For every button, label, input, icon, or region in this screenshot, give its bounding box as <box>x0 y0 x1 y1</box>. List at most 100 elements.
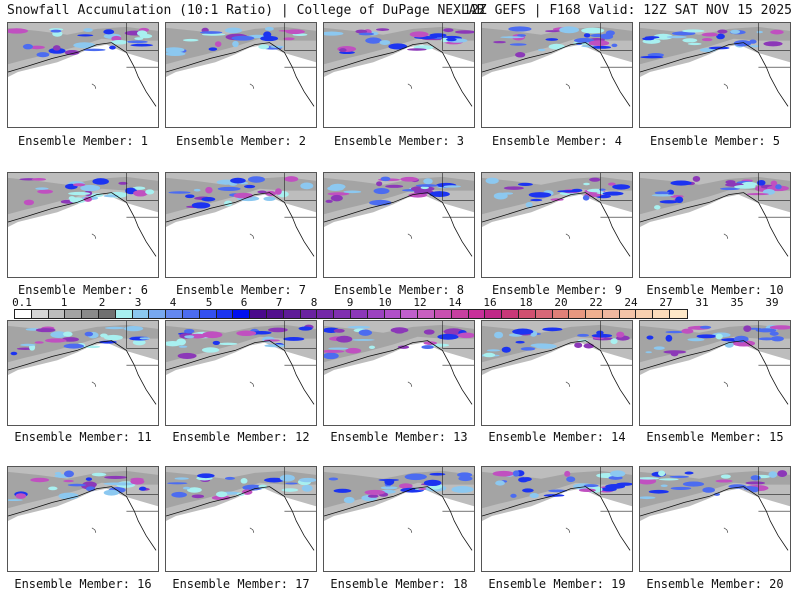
colorbar-segment <box>586 310 603 318</box>
colorbar-segment <box>48 310 66 318</box>
colorbar-tick-label: 14 <box>448 296 462 309</box>
ensemble-member-label: Ensemble Member: 20 <box>646 577 784 591</box>
ensemble-member-label: Ensemble Member: 16 <box>14 577 152 591</box>
colorbar-segment <box>216 310 234 318</box>
ensemble-map-2 <box>165 22 317 128</box>
colorbar-segment <box>15 310 32 318</box>
colorbar-segment <box>250 310 267 318</box>
ensemble-member-label: Ensemble Member: 15 <box>646 430 784 444</box>
colorbar-tick-label: 1 <box>60 296 68 309</box>
colorbar-segment <box>384 310 402 318</box>
ensemble-map-3 <box>323 22 475 128</box>
ensemble-map-13 <box>323 320 475 426</box>
colorbar-segment <box>132 310 150 318</box>
colorbar-segment <box>65 310 83 318</box>
colorbar-segment <box>670 310 687 318</box>
colorbar-tick-label: 5 <box>205 296 213 309</box>
ensemble-member-label: Ensemble Member: 13 <box>330 430 468 444</box>
ensemble-map-8 <box>323 172 475 278</box>
ensemble-map-11 <box>7 320 159 426</box>
ensemble-member-label: Ensemble Member: 1 <box>17 134 149 148</box>
ensemble-member-label: Ensemble Member: 6 <box>17 283 149 297</box>
colorbar-segment <box>552 310 570 318</box>
colorbar-tick-label: 6 <box>240 296 248 309</box>
colorbar-tick-label: 2 <box>98 296 106 309</box>
colorbar-tick-label: 31 <box>695 296 709 309</box>
colorbar-segment <box>367 310 385 318</box>
colorbar-segment <box>418 310 435 318</box>
colorbar-segment <box>636 310 654 318</box>
colorbar-segment <box>535 310 553 318</box>
ensemble-member-label: Ensemble Member: 3 <box>333 134 465 148</box>
ensemble-map-17 <box>165 466 317 572</box>
ensemble-map-7 <box>165 172 317 278</box>
colorbar-tick-label: 3 <box>134 296 142 309</box>
colorbar-tick-label: 20 <box>554 296 568 309</box>
ensemble-map-6 <box>7 172 159 278</box>
colorbar-segment <box>233 310 251 318</box>
colorbar-tick-label: 0.1 <box>12 296 32 309</box>
ensemble-member-label: Ensemble Member: 2 <box>175 134 307 148</box>
ensemble-member-label: Ensemble Member: 19 <box>488 577 626 591</box>
colorbar-segment <box>401 310 419 318</box>
colorbar-segment <box>283 310 301 318</box>
ensemble-map-16 <box>7 466 159 572</box>
ensemble-map-4 <box>481 22 633 128</box>
colorbar-segment <box>485 310 503 318</box>
colorbar-tick-label: 7 <box>275 296 283 309</box>
ensemble-map-5 <box>639 22 791 128</box>
colorbar-segment <box>115 310 133 318</box>
colorbar-segment <box>182 310 200 318</box>
ensemble-member-label: Ensemble Member: 9 <box>491 283 623 297</box>
ensemble-map-19 <box>481 466 633 572</box>
colorbar-segment <box>569 310 587 318</box>
colorbar-segment <box>166 310 183 318</box>
ensemble-member-label: Ensemble Member: 12 <box>172 430 310 444</box>
colorbar-tick-label: 12 <box>413 296 427 309</box>
colorbar-segment <box>619 310 637 318</box>
ensemble-map-10 <box>639 172 791 278</box>
colorbar-tick-label: 22 <box>589 296 603 309</box>
ensemble-member-label: Ensemble Member: 4 <box>491 134 623 148</box>
ensemble-map-1 <box>7 22 159 128</box>
colorbar-segment <box>350 310 368 318</box>
ensemble-member-label: Ensemble Member: 8 <box>333 283 465 297</box>
colorbar-segment <box>502 310 519 318</box>
colorbar-tick-label: 18 <box>519 296 533 309</box>
colorbar-segment <box>434 310 452 318</box>
colorbar-segment <box>653 310 671 318</box>
colorbar-segment <box>334 310 351 318</box>
ensemble-member-label: Ensemble Member: 14 <box>488 430 626 444</box>
colorbar-tick-label: 10 <box>378 296 392 309</box>
colorbar-segment <box>149 310 167 318</box>
colorbar-tick-label: 27 <box>659 296 673 309</box>
colorbar-segment <box>199 310 217 318</box>
colorbar-tick-label: 4 <box>169 296 177 309</box>
colorbar-segment <box>266 310 284 318</box>
colorbar-tick-label: 8 <box>310 296 318 309</box>
ensemble-map-18 <box>323 466 475 572</box>
colorbar-segment <box>468 310 486 318</box>
ensemble-map-20 <box>639 466 791 572</box>
colorbar-segment <box>82 310 99 318</box>
ensemble-map-12 <box>165 320 317 426</box>
colorbar-segment <box>518 310 536 318</box>
colorbar-segment <box>98 310 116 318</box>
colorbar-segment <box>602 310 620 318</box>
colorbar-tick-label: 39 <box>765 296 779 309</box>
ensemble-map-15 <box>639 320 791 426</box>
ensemble-map-9 <box>481 172 633 278</box>
ensemble-member-label: Ensemble Member: 10 <box>646 283 784 297</box>
colorbar-segment <box>300 310 318 318</box>
ensemble-map-14 <box>481 320 633 426</box>
run-valid-time: 12Z GEFS | F168 Valid: 12Z SAT NOV 15 20… <box>463 3 792 18</box>
colorbar <box>14 309 688 319</box>
colorbar-segment <box>317 310 335 318</box>
ensemble-member-label: Ensemble Member: 11 <box>14 430 152 444</box>
colorbar-tick-label: 16 <box>483 296 497 309</box>
ensemble-member-label: Ensemble Member: 18 <box>330 577 468 591</box>
chart-title: Snowfall Accumulation (10:1 Ratio) | Col… <box>7 3 485 18</box>
colorbar-tick-label: 9 <box>346 296 354 309</box>
ensemble-member-label: Ensemble Member: 17 <box>172 577 310 591</box>
colorbar-segment <box>31 310 49 318</box>
